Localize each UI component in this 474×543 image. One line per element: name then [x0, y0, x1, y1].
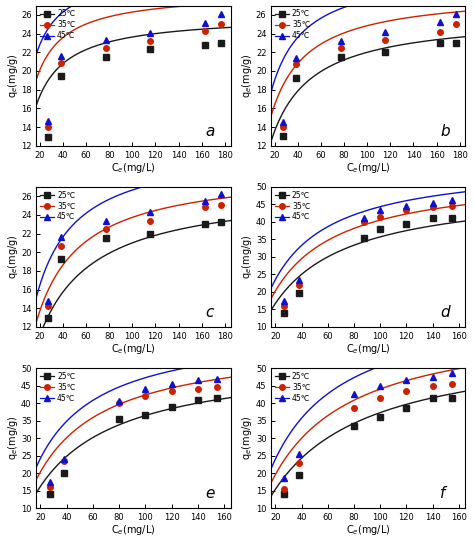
Y-axis label: q$_e$(mg/g): q$_e$(mg/g) — [240, 235, 255, 279]
Text: e: e — [205, 486, 215, 501]
Text: b: b — [440, 124, 450, 138]
Text: f: f — [440, 486, 446, 501]
Y-axis label: q$_e$(mg/g): q$_e$(mg/g) — [240, 416, 255, 460]
X-axis label: C$_e$(mg/L): C$_e$(mg/L) — [111, 161, 156, 175]
Text: d: d — [440, 305, 450, 320]
Text: c: c — [205, 305, 214, 320]
Y-axis label: q$_e$(mg/g): q$_e$(mg/g) — [6, 235, 19, 279]
X-axis label: C$_e$(mg/L): C$_e$(mg/L) — [346, 161, 391, 175]
Y-axis label: q$_e$(mg/g): q$_e$(mg/g) — [6, 53, 19, 98]
Legend: 25℃, 35℃, 45℃: 25℃, 35℃, 45℃ — [39, 189, 77, 223]
X-axis label: C$_e$(mg/L): C$_e$(mg/L) — [111, 342, 156, 356]
Y-axis label: q$_e$(mg/g): q$_e$(mg/g) — [6, 416, 19, 460]
X-axis label: C$_e$(mg/L): C$_e$(mg/L) — [346, 523, 391, 538]
Legend: 25℃, 35℃, 45℃: 25℃, 35℃, 45℃ — [39, 8, 77, 42]
Text: a: a — [205, 124, 215, 138]
Legend: 25℃, 35℃, 45℃: 25℃, 35℃, 45℃ — [273, 8, 312, 42]
Legend: 25℃, 35℃, 45℃: 25℃, 35℃, 45℃ — [273, 370, 312, 404]
X-axis label: C$_e$(mg/L): C$_e$(mg/L) — [111, 523, 156, 538]
Legend: 25℃, 35℃, 45℃: 25℃, 35℃, 45℃ — [39, 370, 77, 404]
Legend: 25℃, 35℃, 45℃: 25℃, 35℃, 45℃ — [273, 189, 312, 223]
X-axis label: C$_e$(mg/L): C$_e$(mg/L) — [346, 342, 391, 356]
Y-axis label: q$_e$(mg/g): q$_e$(mg/g) — [240, 53, 255, 98]
